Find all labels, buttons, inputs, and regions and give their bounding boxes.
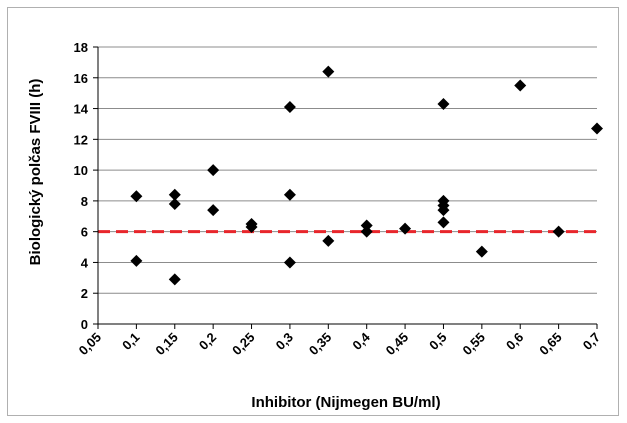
data-point bbox=[322, 65, 335, 78]
x-tick-label: 0,6 bbox=[503, 330, 526, 353]
data-point bbox=[552, 225, 565, 238]
data-point bbox=[130, 190, 143, 203]
y-tick-label: 16 bbox=[74, 71, 88, 86]
data-point bbox=[283, 101, 296, 114]
data-point bbox=[168, 273, 181, 286]
y-tick-label: 2 bbox=[81, 286, 88, 301]
x-tick-label: 0,1 bbox=[119, 330, 142, 353]
data-point bbox=[283, 188, 296, 201]
y-tick-label: 0 bbox=[81, 317, 88, 332]
data-point bbox=[437, 97, 450, 110]
x-tick-label: 0,3 bbox=[273, 330, 296, 353]
x-tick-label: 0,05 bbox=[76, 330, 105, 359]
data-point bbox=[283, 256, 296, 269]
data-point bbox=[360, 225, 373, 238]
y-tick-label: 10 bbox=[74, 163, 88, 178]
data-point bbox=[207, 204, 220, 217]
x-tick-label: 0,45 bbox=[383, 330, 412, 359]
data-point bbox=[399, 222, 412, 235]
data-point bbox=[437, 204, 450, 217]
data-point bbox=[322, 234, 335, 247]
x-axis-title: Inhibitor (Nijmegen BU/ml) bbox=[251, 394, 440, 411]
x-tick-label: 0,55 bbox=[459, 330, 488, 359]
y-tick-label: 6 bbox=[81, 225, 88, 240]
data-point bbox=[168, 197, 181, 210]
y-tick-label: 12 bbox=[74, 132, 88, 147]
y-tick-label: 4 bbox=[81, 255, 89, 270]
y-tick-label: 18 bbox=[74, 40, 88, 55]
data-point bbox=[168, 188, 181, 201]
data-point bbox=[475, 245, 488, 258]
x-tick-label: 0,2 bbox=[196, 330, 219, 353]
y-tick-label: 14 bbox=[74, 102, 89, 117]
x-tick-label: 0,4 bbox=[349, 329, 373, 353]
x-tick-label: 0,5 bbox=[426, 330, 449, 353]
data-point bbox=[437, 216, 450, 229]
y-axis-title: Biologický polčas FVIII (h) bbox=[27, 79, 44, 266]
data-point bbox=[514, 79, 527, 92]
data-point bbox=[360, 219, 373, 232]
y-tick-label: 8 bbox=[81, 194, 88, 209]
x-tick-label: 0,7 bbox=[580, 330, 603, 353]
grid-lines bbox=[98, 46, 597, 294]
data-point bbox=[591, 122, 603, 135]
data-point bbox=[245, 221, 258, 234]
axes bbox=[93, 46, 598, 329]
x-tick-label: 0,65 bbox=[536, 330, 565, 359]
x-tick-label: 0,15 bbox=[152, 330, 181, 359]
data-points bbox=[130, 65, 603, 286]
x-tick-label: 0,35 bbox=[306, 330, 335, 359]
data-point bbox=[130, 254, 143, 267]
chart-frame bbox=[7, 7, 619, 416]
x-tick-label: 0,25 bbox=[229, 330, 258, 359]
data-point bbox=[207, 164, 220, 177]
